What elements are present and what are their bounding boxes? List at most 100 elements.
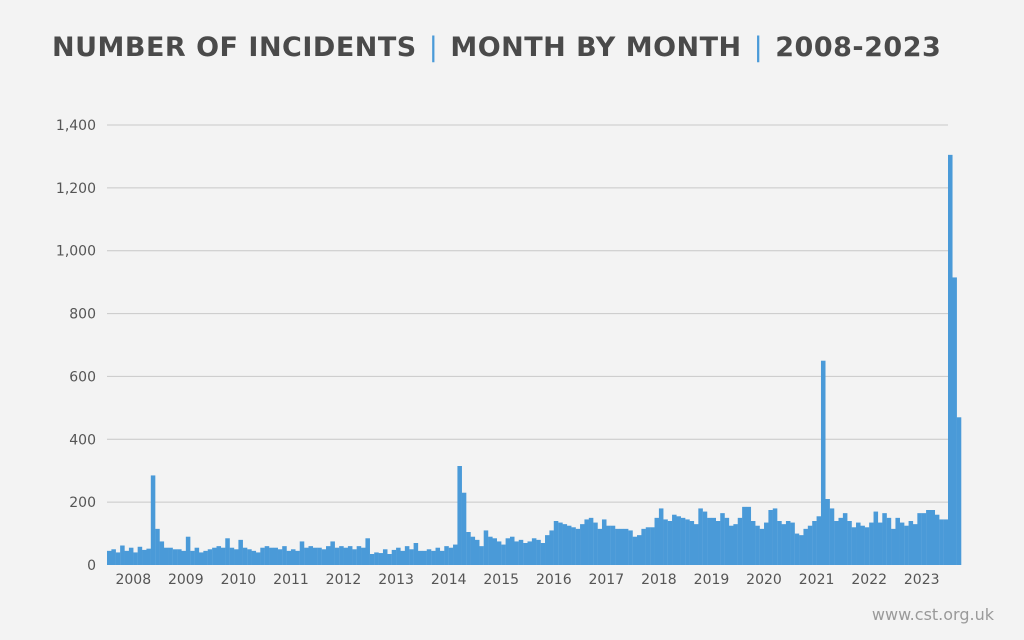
bar	[856, 522, 861, 565]
bar	[413, 543, 419, 565]
x-tick-label: 2008	[115, 572, 151, 588]
title-part-years: 2008-2023	[775, 32, 942, 63]
bar	[417, 550, 423, 565]
bar	[277, 549, 283, 565]
bar	[159, 541, 165, 565]
bar	[807, 525, 813, 565]
bar	[566, 525, 572, 565]
bar	[619, 528, 625, 565]
bar	[562, 524, 568, 565]
bar	[816, 516, 822, 565]
bar	[225, 538, 230, 565]
bar	[133, 552, 138, 565]
bar	[799, 535, 804, 565]
bar	[352, 549, 357, 565]
bar	[895, 517, 900, 565]
bar	[312, 547, 318, 565]
source-url: www.cst.org.uk	[871, 605, 994, 624]
bar	[737, 517, 743, 565]
bar	[242, 547, 248, 565]
bar	[899, 522, 905, 565]
bar	[610, 525, 616, 565]
bar	[851, 527, 857, 565]
bar	[689, 521, 695, 565]
bar	[588, 517, 594, 565]
bar	[457, 466, 462, 565]
bar	[435, 547, 441, 565]
bar	[724, 517, 730, 565]
bar	[194, 547, 200, 565]
bar	[168, 547, 173, 565]
bar	[545, 535, 550, 565]
bar	[207, 549, 213, 565]
bar	[128, 547, 134, 565]
bar	[917, 513, 922, 565]
bar	[790, 522, 795, 565]
bar	[785, 521, 791, 565]
bar	[492, 538, 497, 565]
bar	[216, 546, 222, 565]
bar	[177, 549, 182, 565]
bar	[142, 549, 147, 565]
bar	[479, 546, 484, 565]
bar	[628, 530, 633, 565]
bar	[834, 521, 839, 565]
bar	[391, 549, 397, 565]
bar	[295, 550, 300, 565]
bar	[882, 513, 887, 565]
bar	[580, 524, 585, 565]
bar	[908, 521, 914, 565]
bar	[374, 552, 379, 565]
bar	[247, 549, 252, 565]
bar	[750, 521, 756, 565]
bar	[523, 543, 528, 565]
bar	[509, 536, 515, 565]
bar	[339, 546, 344, 565]
x-tick-label: 2016	[536, 572, 572, 588]
bar	[426, 549, 432, 565]
bar	[558, 522, 563, 565]
bar	[334, 547, 340, 565]
bar	[111, 549, 116, 565]
bar	[632, 536, 638, 565]
bar	[720, 513, 725, 565]
bar	[229, 547, 235, 565]
bar	[365, 538, 370, 565]
bar	[733, 524, 738, 565]
y-axis-tick-labels: 0 200 400 600 800 1,000 1,200 1,400	[56, 118, 96, 574]
x-tick-label: 2023	[904, 572, 940, 588]
bar	[873, 511, 879, 565]
bar	[606, 525, 611, 565]
bar	[212, 547, 217, 565]
bar	[238, 539, 243, 565]
bar	[707, 517, 712, 565]
bar	[518, 539, 524, 565]
bar	[663, 519, 668, 565]
bar	[685, 519, 690, 565]
x-tick-label: 2012	[326, 572, 362, 588]
bar	[637, 535, 642, 565]
bar	[361, 547, 366, 565]
bar	[934, 514, 940, 565]
bar	[904, 525, 909, 565]
bar	[768, 510, 773, 565]
bar	[952, 277, 957, 565]
bar	[755, 525, 760, 565]
bar	[803, 528, 808, 565]
bar	[321, 549, 327, 565]
x-axis-tick-labels: 2008 2009 2010 2011 2012 2013 2014 2015 2016 2017…	[115, 572, 939, 588]
bar	[444, 546, 449, 565]
bar	[234, 549, 239, 565]
bar	[330, 541, 335, 565]
bar	[742, 506, 747, 565]
bar	[343, 547, 349, 565]
bar	[422, 550, 427, 565]
y-tick-label: 0	[87, 558, 96, 574]
bar	[926, 510, 931, 565]
x-tick-label: 2010	[221, 572, 257, 588]
bar	[641, 528, 646, 565]
y-tick-label: 400	[69, 432, 96, 448]
bar	[290, 549, 296, 565]
bar	[864, 527, 870, 565]
title-separator: |	[753, 32, 764, 63]
